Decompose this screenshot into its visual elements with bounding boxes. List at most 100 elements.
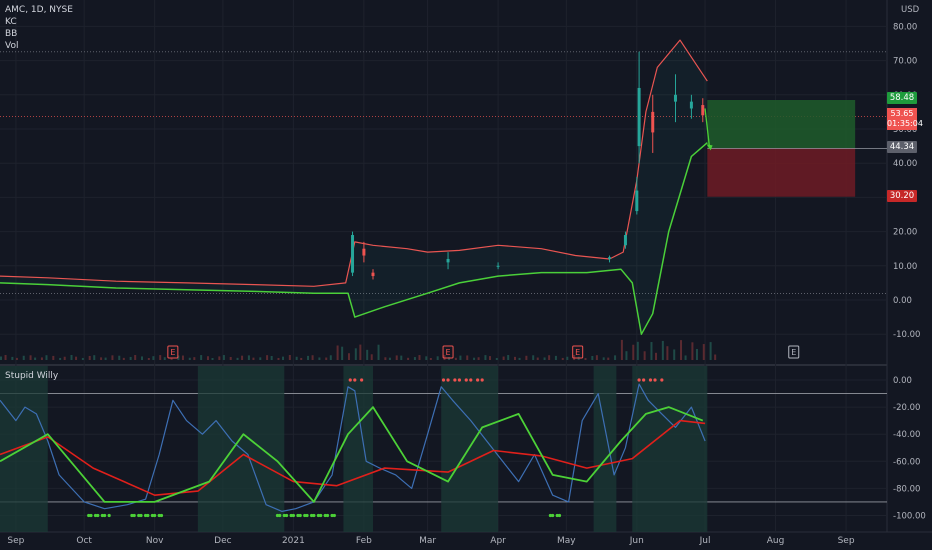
y-tick-label: 20.00 xyxy=(893,228,917,238)
overbought-dot xyxy=(353,378,357,382)
indicator-bb[interactable]: BB xyxy=(5,29,18,39)
x-tick-label: Nov xyxy=(146,536,164,546)
volume-bar xyxy=(532,355,535,360)
volume-bar xyxy=(325,357,328,360)
candle-body xyxy=(446,258,450,263)
volume-bar xyxy=(454,357,457,360)
current-price-value: 53.65 xyxy=(890,109,914,118)
indicator-kc[interactable]: KC xyxy=(5,17,17,27)
oversold-dot xyxy=(548,513,552,518)
volume-bar xyxy=(536,357,539,360)
bar-countdown: 01:35:04 xyxy=(887,119,923,128)
overbought-dot xyxy=(660,378,664,382)
oversold-dot xyxy=(143,513,148,518)
indicator-vol[interactable]: Vol xyxy=(5,41,19,51)
oversold-dot xyxy=(316,513,321,518)
candle-body xyxy=(496,265,500,267)
oscillator-title[interactable]: Stupid Willy xyxy=(5,371,59,381)
volume-bar xyxy=(188,357,191,360)
volume-bar xyxy=(625,351,628,360)
volume-bar xyxy=(307,355,310,360)
earnings-marker-label: E xyxy=(446,348,451,357)
loss-zone xyxy=(707,148,856,197)
volume-bar xyxy=(270,356,273,360)
volume-bar xyxy=(354,348,357,360)
volume-bar xyxy=(395,355,398,360)
osc-main-line xyxy=(0,383,706,512)
overbought-dot xyxy=(637,378,641,382)
volume-bar xyxy=(632,344,635,360)
candle-body xyxy=(673,94,677,102)
y-tick-label: 50.00 xyxy=(893,125,917,135)
volume-bar xyxy=(141,356,144,360)
currency-label: USD xyxy=(901,5,920,15)
oversold-dot xyxy=(157,513,161,518)
volume-bar xyxy=(170,357,173,360)
overbought-dot xyxy=(648,378,653,382)
earnings-marker-label: E xyxy=(791,348,796,357)
bb-lower-line xyxy=(0,142,708,335)
overbought-dot xyxy=(453,378,457,382)
volume-bar xyxy=(193,357,196,360)
oversold-dot xyxy=(330,513,334,518)
volume-bar xyxy=(436,356,439,360)
x-tick-label: Dec xyxy=(214,536,231,546)
oversold-dot xyxy=(291,513,295,518)
volume-bar xyxy=(607,357,610,360)
volume-bar xyxy=(52,355,55,360)
volume-bar xyxy=(211,357,214,360)
x-tick-label: May xyxy=(557,536,576,546)
y-tick-label: 40.00 xyxy=(893,159,917,169)
earnings-marker-box xyxy=(167,345,179,359)
oversold-dot xyxy=(137,513,141,518)
y-tick-label: -10.00 xyxy=(893,330,920,340)
oscillator-legend: Stupid Willy xyxy=(5,370,58,382)
oversold-dot xyxy=(284,513,289,518)
volume-bar xyxy=(288,355,291,360)
volume-bar xyxy=(63,356,66,360)
overbought-dot xyxy=(441,378,446,382)
volume-bar xyxy=(181,355,184,360)
volume-bar xyxy=(129,356,132,360)
volume-bar xyxy=(543,357,546,360)
volume-bar xyxy=(595,355,598,360)
volume-bar xyxy=(159,355,162,360)
volume-bar xyxy=(620,339,623,360)
volume-bar xyxy=(488,356,491,360)
volume-bar xyxy=(100,357,103,360)
volume-bar xyxy=(518,357,521,360)
candle-body xyxy=(701,105,705,116)
x-tick-label: Apr xyxy=(490,536,506,546)
volume-bar xyxy=(477,357,480,360)
volume-bar xyxy=(59,357,62,360)
volume-bar xyxy=(81,357,84,360)
volume-bar xyxy=(400,355,403,360)
candle-body xyxy=(651,111,655,133)
volume-bar xyxy=(429,357,432,360)
oversold-dot xyxy=(282,513,286,518)
overbought-dot xyxy=(469,378,473,382)
volume-bar xyxy=(122,357,125,360)
volume-bar xyxy=(200,355,203,360)
oversold-dot xyxy=(89,513,93,518)
volume-bar xyxy=(247,355,250,360)
candle-body xyxy=(371,272,375,277)
volume-bar xyxy=(252,357,255,360)
volume-bar xyxy=(377,344,380,360)
volume-bar xyxy=(466,355,469,360)
candle-body xyxy=(351,235,355,273)
volume-bar xyxy=(282,356,285,360)
volume-bar xyxy=(329,355,332,360)
oversold-dot xyxy=(325,513,330,518)
volume-bar xyxy=(384,357,387,360)
candle-body xyxy=(689,101,693,109)
candle-body xyxy=(623,235,627,246)
x-tick-label: Sep xyxy=(838,536,855,546)
volume-bar xyxy=(259,357,262,360)
x-tick-label: 2021 xyxy=(282,536,305,546)
volume-bar xyxy=(70,355,73,360)
osc-y-tick-label: -80.00 xyxy=(893,484,920,494)
symbol-title[interactable]: AMC, 1D, NYSE xyxy=(5,5,73,15)
oversold-dot xyxy=(309,513,314,518)
